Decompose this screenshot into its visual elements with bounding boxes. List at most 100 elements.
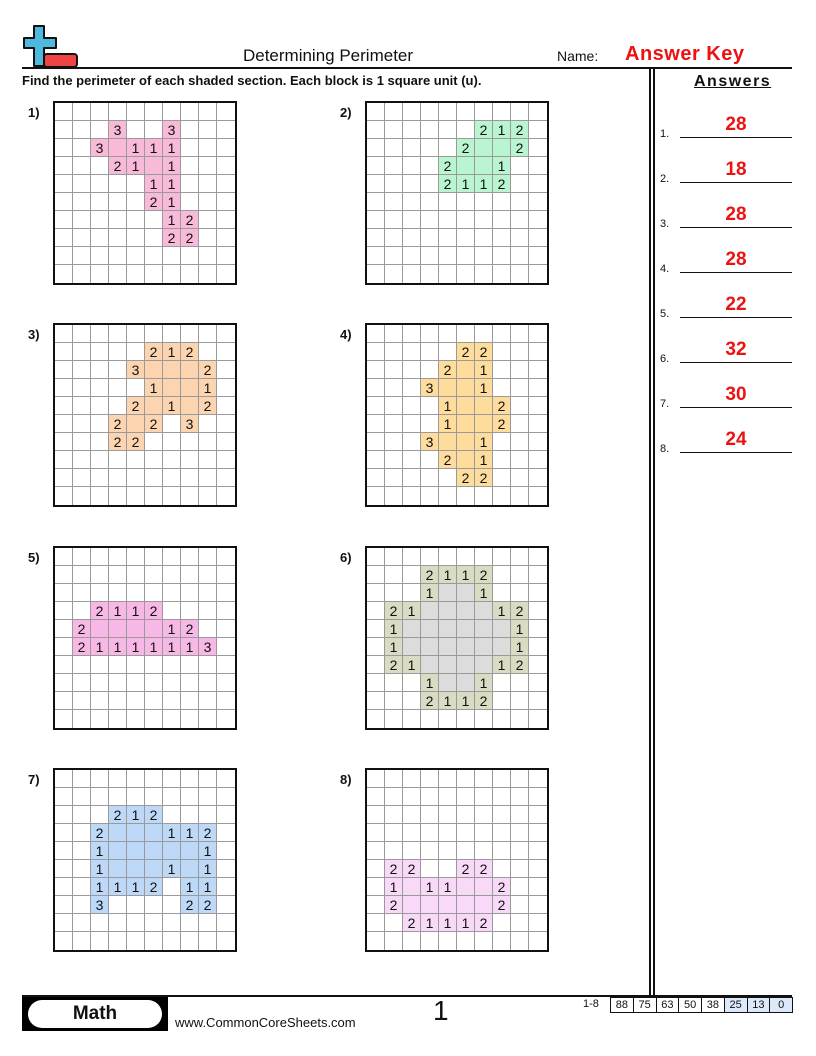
grid-cell bbox=[385, 175, 403, 193]
shaded-cell: 2 bbox=[475, 914, 493, 932]
shaded-cell bbox=[181, 397, 199, 415]
grid-cell bbox=[91, 674, 109, 692]
grid-cell bbox=[217, 469, 235, 487]
score-box: 25 bbox=[723, 997, 748, 1013]
grid-cell bbox=[163, 878, 181, 896]
grid-cell bbox=[367, 824, 385, 842]
grid-cell bbox=[529, 175, 547, 193]
grid-cell bbox=[421, 469, 439, 487]
grid-cell bbox=[199, 103, 217, 121]
grid-cell bbox=[511, 770, 529, 788]
grid-cell bbox=[127, 103, 145, 121]
shaded-cell: 2 bbox=[457, 469, 475, 487]
grid-cell bbox=[439, 860, 457, 878]
grid-cell bbox=[199, 229, 217, 247]
shaded-cell: 2 bbox=[145, 806, 163, 824]
grid-cell bbox=[457, 487, 475, 505]
grid-cell bbox=[181, 566, 199, 584]
grid-cell bbox=[385, 343, 403, 361]
grid-cell bbox=[367, 247, 385, 265]
grid-cell bbox=[457, 193, 475, 211]
grid-cell bbox=[385, 103, 403, 121]
grid-cell bbox=[511, 674, 529, 692]
grid-cell bbox=[127, 788, 145, 806]
shaded-cell: 2 bbox=[181, 896, 199, 914]
shaded-cell: 1 bbox=[109, 638, 127, 656]
shaded-cell: 1 bbox=[163, 175, 181, 193]
grid-cell bbox=[145, 548, 163, 566]
shaded-cell: 1 bbox=[511, 620, 529, 638]
shaded-cell: 2 bbox=[145, 193, 163, 211]
answer-line bbox=[680, 137, 792, 138]
grid-cell bbox=[403, 343, 421, 361]
grid-cell bbox=[493, 788, 511, 806]
grid-cell bbox=[163, 469, 181, 487]
shaded-cell bbox=[439, 602, 457, 620]
grid-cell bbox=[217, 343, 235, 361]
grid-cell bbox=[457, 247, 475, 265]
grid-cell bbox=[55, 656, 73, 674]
grid-cell bbox=[511, 157, 529, 175]
answer-value: 32 bbox=[725, 339, 747, 360]
grid-cell bbox=[529, 914, 547, 932]
grid-cell bbox=[529, 343, 547, 361]
grid-cell bbox=[217, 692, 235, 710]
grid-cell bbox=[199, 325, 217, 343]
grid-cell bbox=[367, 433, 385, 451]
shaded-cell bbox=[163, 361, 181, 379]
grid-cell bbox=[163, 914, 181, 932]
shaded-cell: 2 bbox=[475, 692, 493, 710]
grid-cell bbox=[199, 157, 217, 175]
grid-cell bbox=[511, 193, 529, 211]
website-link[interactable]: www.CommonCoreSheets.com bbox=[175, 1015, 356, 1030]
shaded-cell: 1 bbox=[385, 620, 403, 638]
grid-cell bbox=[385, 193, 403, 211]
grid-cell bbox=[367, 451, 385, 469]
grid-cell bbox=[55, 914, 73, 932]
shaded-cell: 3 bbox=[91, 896, 109, 914]
grid-cell bbox=[73, 343, 91, 361]
score-box: 50 bbox=[678, 997, 702, 1013]
shaded-cell: 1 bbox=[421, 674, 439, 692]
grid-cell bbox=[181, 770, 199, 788]
grid-cell bbox=[385, 139, 403, 157]
grid-cell bbox=[217, 379, 235, 397]
shaded-cell bbox=[475, 638, 493, 656]
shaded-cell: 2 bbox=[385, 656, 403, 674]
grid-cell bbox=[127, 247, 145, 265]
grid-cell bbox=[421, 265, 439, 283]
grid-cell bbox=[73, 229, 91, 247]
problem-label: 6) bbox=[340, 550, 352, 565]
grid-cell bbox=[367, 602, 385, 620]
grid-cell bbox=[91, 379, 109, 397]
shaded-cell: 1 bbox=[475, 379, 493, 397]
grid-cell bbox=[55, 548, 73, 566]
grid-cell bbox=[475, 103, 493, 121]
grid-cell bbox=[529, 157, 547, 175]
grid-cell bbox=[367, 770, 385, 788]
grid-cell bbox=[55, 325, 73, 343]
grid-cell bbox=[421, 211, 439, 229]
grid-cell bbox=[475, 211, 493, 229]
grid-cell bbox=[511, 451, 529, 469]
answer-item: 1. 28 bbox=[660, 114, 792, 140]
grid-cell bbox=[403, 710, 421, 728]
subject-label: Math bbox=[28, 1000, 162, 1028]
grid-cell bbox=[367, 379, 385, 397]
grid-cell bbox=[181, 692, 199, 710]
grid-cell bbox=[145, 566, 163, 584]
grid-cell bbox=[55, 674, 73, 692]
shaded-cell bbox=[475, 415, 493, 433]
grid-cell bbox=[127, 770, 145, 788]
shaded-cell: 1 bbox=[91, 878, 109, 896]
grid-cell bbox=[529, 878, 547, 896]
grid-cell bbox=[511, 343, 529, 361]
grid-cell bbox=[421, 451, 439, 469]
grid-cell bbox=[367, 229, 385, 247]
grid-cell bbox=[385, 932, 403, 950]
grid-cell bbox=[145, 932, 163, 950]
shaded-cell: 2 bbox=[109, 157, 127, 175]
shaded-cell: 2 bbox=[475, 343, 493, 361]
